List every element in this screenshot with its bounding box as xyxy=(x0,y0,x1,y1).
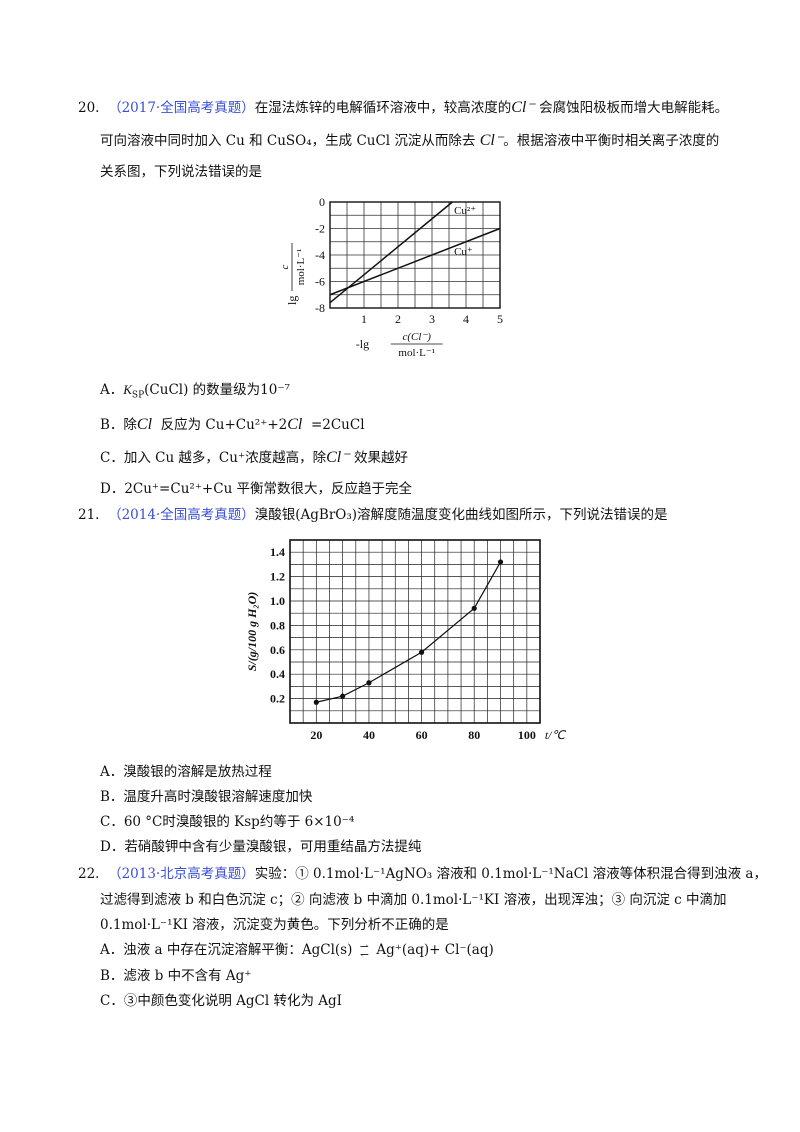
q21-number: 21. xyxy=(78,507,100,523)
y-tick-label: 0 xyxy=(319,195,325,209)
x-tick-label: 3 xyxy=(429,312,435,326)
y-axis-label-denominator: mol·L⁻¹ xyxy=(295,249,307,286)
y-axis-label-prefix: lg xyxy=(285,296,299,305)
chloride-ion: Cl⁻ xyxy=(511,99,535,116)
q21-source[interactable]: （2014·全国高考真题） xyxy=(108,507,255,523)
y-tick-label: 0.2 xyxy=(270,692,285,706)
x-tick-label: 60 xyxy=(416,728,428,742)
x-tick-label: 100 xyxy=(518,728,536,742)
x-axis-label-prefix: -lg xyxy=(356,337,369,351)
plot-frame xyxy=(329,201,501,309)
q22-option-c[interactable]: C．③中颜色变化说明 AgCl 转化为 AgI xyxy=(100,993,342,1009)
q21-option-d[interactable]: D．若硝酸钾中含有少量溴酸银，可用重结晶方法提纯 xyxy=(100,839,422,855)
data-point xyxy=(497,559,504,565)
data-point xyxy=(471,605,477,611)
x-tick-label: 2 xyxy=(395,312,401,326)
q20-line3: 关系图，下列说法错误的是 xyxy=(100,164,262,180)
solubility-curve xyxy=(316,561,502,703)
y-tick-label: 1.2 xyxy=(270,570,285,584)
q20-number: 20. xyxy=(78,100,100,116)
y-tick-label: 0.6 xyxy=(270,643,285,657)
plot-frame xyxy=(289,539,541,724)
data-point xyxy=(340,693,346,699)
chloride-ion: Cl⁻ xyxy=(479,132,504,149)
q20-option-d[interactable]: D．2Cu⁺=Cu²⁺+Cu 平衡常数很大，反应趋于完全 xyxy=(100,481,413,497)
q22-line1: 22. （2013·北京高考真题）实验：① 0.1mol·L⁻¹AgNO₃ 溶液… xyxy=(78,866,767,882)
q20-concentration-chart: 1 2 3 4 5 0 -2 -4 -6 -8 Cu²⁺ Cu⁺ -lg c(Cl⁻) mol·L⁻¹ lg c… xyxy=(279,195,503,359)
x-axis-label-denominator: mol·L⁻¹ xyxy=(398,347,435,359)
series-label: Cu²⁺ xyxy=(454,205,476,217)
x-axis-label-numerator: c(Cl⁻) xyxy=(402,331,431,343)
x-tick-label: 40 xyxy=(363,728,375,742)
x-axis-label: t/℃ xyxy=(545,728,567,742)
data-point xyxy=(366,680,372,686)
q22-line3: 0.1mol·L⁻¹KI 溶液，沉淀变为黄色。下列分析不正确的是 xyxy=(100,917,449,933)
q20-option-c[interactable]: C．加入 Cu 越多，Cu⁺浓度越高，除Cl⁻ 效果越好 xyxy=(100,449,408,466)
q22-line2: 过滤得到滤液 b 和白色沉淀 c；② 向滤液 b 中滴加 0.1mol·L⁻¹K… xyxy=(100,892,727,908)
y-tick-label: 1.0 xyxy=(270,594,285,608)
q22-number: 22. xyxy=(78,866,100,882)
x-tick-label: 80 xyxy=(468,728,480,742)
y-tick-label: -2 xyxy=(315,222,325,236)
q21-option-c[interactable]: C．60 °C时溴酸银的 Ksp约等于 6×10⁻⁴ xyxy=(100,814,355,830)
series-line xyxy=(329,227,501,296)
q20-option-b[interactable]: B．除Cl 反应为 Cu+Cu²⁺+2Cl =2CuCl xyxy=(100,416,365,433)
y-tick-label: -6 xyxy=(315,275,325,289)
q20-option-a[interactable]: A．KSP(CuCl) 的数量级为10⁻⁷ xyxy=(100,382,290,401)
series-label: Cu⁺ xyxy=(454,246,473,258)
data-point xyxy=(313,699,319,705)
q21-solubility-chart: 20 40 60 80 100 t/℃ 0.2 0.4 0.6 0.8 1.0 1.2 1.4 S/(g/… xyxy=(245,539,567,742)
y-tick-label: 0.8 xyxy=(270,618,285,632)
q20-line2: 可向溶液中同时加入 Cu 和 CuSO₄，生成 CuCl 沉淀从而除去 Cl⁻。… xyxy=(100,132,720,149)
y-axis-label: lg c mol·L⁻¹ xyxy=(279,243,307,305)
x-tick-label: 20 xyxy=(310,728,322,742)
x-tick-label: 4 xyxy=(463,312,469,326)
y-axis-label-numerator: c xyxy=(279,264,291,269)
q20-line1: 20. （2017·全国高考真题）在湿法炼锌的电解循环溶液中，较高浓度的Cl⁻ … xyxy=(78,99,729,116)
x-tick-label: 5 xyxy=(497,312,503,326)
equilibrium-arrow-icon: ⇀ ↽ xyxy=(359,939,369,961)
data-point xyxy=(418,649,425,655)
y-axis-label: S/(g/100 g H₂O) xyxy=(245,592,259,672)
q21-line1: 21. （2014·全国高考真题）溴酸银(AgBrO₃)溶解度随温度变化曲线如图… xyxy=(78,507,668,523)
q22-option-b[interactable]: B．滤液 b 中不含有 Ag⁺ xyxy=(100,968,252,984)
x-tick-label: 1 xyxy=(361,312,367,326)
y-tick-label: -8 xyxy=(315,301,325,315)
series-line xyxy=(329,201,453,304)
q22-option-a[interactable]: A．浊液 a 中存在沉淀溶解平衡：AgCl(s) ⇀ ↽ Ag⁺(aq)+ Cl⁻(a… xyxy=(100,939,494,961)
q20-source[interactable]: （2017·全国高考真题） xyxy=(108,100,255,116)
y-tick-label: 0.4 xyxy=(270,667,285,681)
q22-source[interactable]: （2013·北京高考真题） xyxy=(108,866,255,882)
y-tick-label: -4 xyxy=(315,248,325,262)
q21-option-a[interactable]: A．溴酸银的溶解是放热过程 xyxy=(100,764,272,780)
q21-option-b[interactable]: B．温度升高时溴酸银溶解速度加快 xyxy=(100,789,313,805)
y-tick-label: 1.4 xyxy=(270,545,285,559)
